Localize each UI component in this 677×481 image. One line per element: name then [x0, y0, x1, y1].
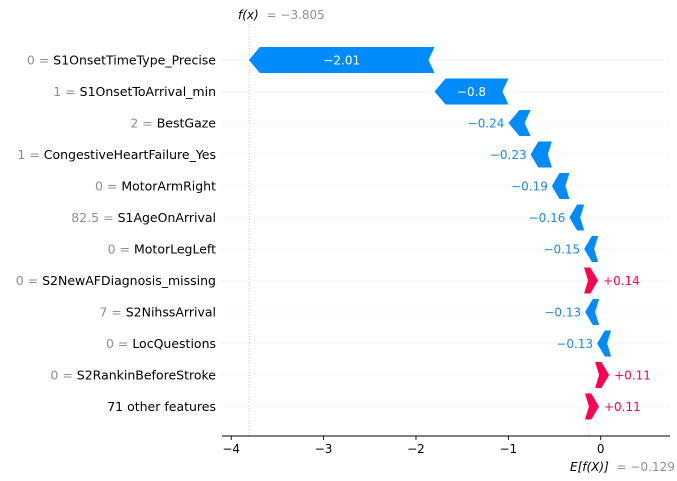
bar-value-label: −0.15 — [543, 243, 580, 257]
feature-name: MotorLegLeft — [134, 242, 216, 257]
x-tick-label: −3 — [315, 442, 333, 456]
feature-value: 0 = — [106, 336, 132, 351]
negative-bar — [248, 47, 435, 73]
feature-name: BestGaze — [157, 116, 217, 131]
negative-bar — [508, 110, 531, 136]
feature-label: 71 other features — [107, 399, 216, 414]
x-tick-label: −1 — [499, 442, 517, 456]
feature-label: 0 = S1OnsetTimeType_Precise — [27, 53, 216, 68]
x-tick-label: −4 — [222, 442, 240, 456]
bar-value-label: +0.11 — [614, 369, 651, 383]
fx-annotation: f(x) = −3.805 — [238, 8, 325, 22]
negative-bar — [569, 204, 585, 231]
bar-value-label: −0.8 — [457, 85, 486, 99]
fx-label: f(x) — [238, 8, 259, 22]
bars: −2.01 −0.8 −0.24 −0.23 −0.19 −0.16 −0.15 +0.14 −… — [248, 47, 651, 420]
feature-label: 0 = LocQuestions — [106, 336, 216, 351]
feature-value: 0 = — [108, 242, 134, 257]
value-guides — [248, 24, 590, 436]
feature-name: S1OnsetTimeType_Precise — [53, 53, 216, 68]
bar-value-label: −0.16 — [529, 211, 566, 225]
negative-bar — [551, 173, 570, 199]
feature-value: 1 = — [53, 84, 79, 99]
feature-name: S1OnsetToArrival_min — [80, 84, 216, 99]
fx-value: = −3.805 — [267, 8, 325, 22]
negative-bar — [597, 330, 612, 357]
feature-value: 2 = — [130, 116, 156, 131]
bar-value-label: +0.14 — [603, 274, 640, 288]
bar-value-label: −0.23 — [490, 148, 527, 162]
feature-name: CongestiveHeartFailure_Yes — [44, 147, 216, 162]
negative-bar — [584, 236, 599, 262]
feature-name: S1AgeOnArrival — [118, 210, 216, 225]
positive-bar — [595, 362, 610, 388]
feature-name: S2RankinBeforeStroke — [77, 368, 217, 383]
feature-value: 82.5 = — [71, 210, 117, 225]
feature-name: S2NewAFDiagnosis_missing — [42, 273, 216, 288]
feature-label: 0 = MotorLegLeft — [108, 242, 216, 257]
bar-value-label: −2.01 — [323, 54, 360, 68]
feature-label: 7 = S2NihssArrival — [99, 305, 216, 320]
row-gridlines — [222, 59, 670, 407]
bar-value-label: −0.19 — [511, 180, 548, 194]
feature-value: 0 = — [16, 273, 42, 288]
bar-value-label: −0.13 — [556, 337, 593, 351]
x-tick-label: −2 — [407, 442, 425, 456]
negative-bar — [530, 141, 552, 168]
x-axis: −4 −3 −2 −1 0 — [222, 435, 670, 456]
feature-value: 7 = — [99, 305, 125, 320]
expected-value-value: = −0.129 — [617, 460, 675, 474]
expected-value-label: E[f(X)] — [570, 460, 609, 474]
bar-value-label: +0.11 — [604, 400, 641, 414]
feature-label: 0 = S2RankinBeforeStroke — [50, 368, 216, 383]
feature-label: 82.5 = S1AgeOnArrival — [71, 210, 216, 225]
feature-label: 0 = MotorArmRight — [95, 179, 216, 194]
feature-name: S2NihssArrival — [126, 305, 216, 320]
expected-value-annotation: E[f(X)] = −0.129 — [570, 460, 675, 474]
positive-bar — [584, 267, 599, 294]
feature-value: 0 = — [95, 179, 121, 194]
feature-labels: 0 = S1OnsetTimeType_Precise 1 = S1OnsetTo… — [16, 53, 217, 415]
bar-value-label: −0.13 — [544, 306, 581, 320]
negative-bar — [585, 299, 600, 325]
negative-bar — [434, 78, 509, 105]
feature-name: LocQuestions — [132, 336, 216, 351]
feature-label: 1 = CongestiveHeartFailure_Yes — [17, 147, 216, 162]
feature-value: 0 = — [50, 368, 76, 383]
x-tick-label: 0 — [597, 442, 605, 456]
feature-name: 71 other features — [107, 399, 216, 414]
feature-value: 1 = — [17, 147, 43, 162]
feature-label: 0 = S2NewAFDiagnosis_missing — [16, 273, 216, 288]
bar-value-label: −0.24 — [468, 117, 505, 131]
positive-bar — [584, 393, 599, 420]
feature-label: 1 = S1OnsetToArrival_min — [53, 84, 216, 99]
feature-value: 0 = — [27, 53, 53, 68]
feature-name: MotorArmRight — [121, 179, 216, 194]
feature-label: 2 = BestGaze — [130, 116, 216, 131]
